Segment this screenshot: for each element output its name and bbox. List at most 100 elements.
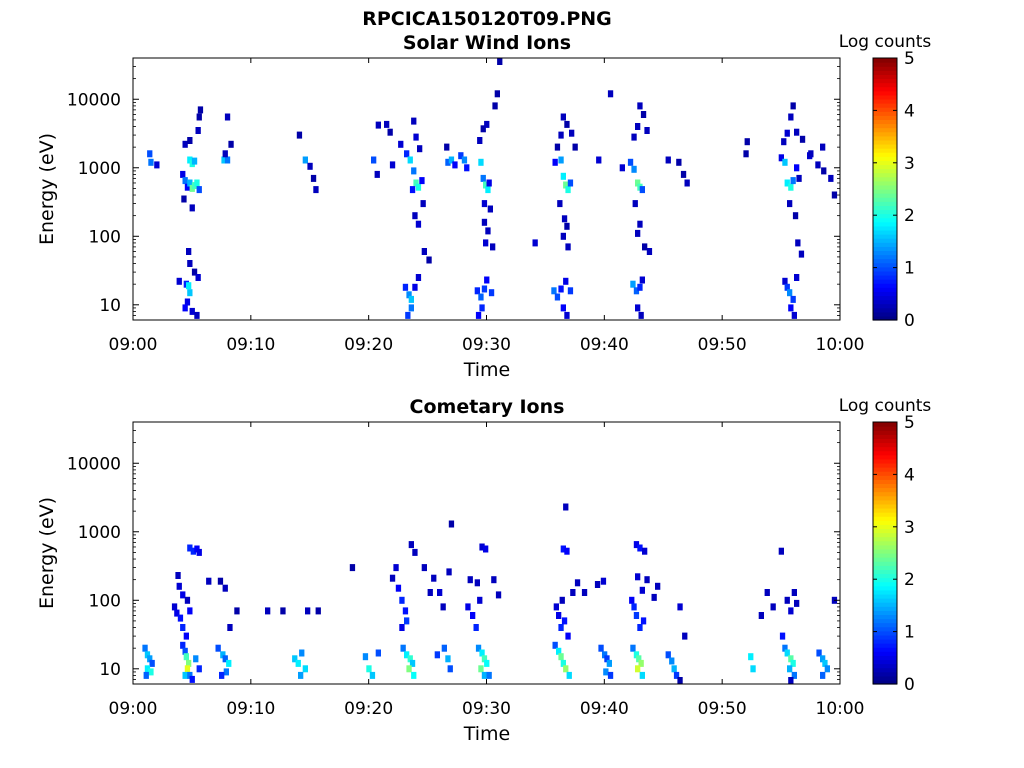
heatmap-cell [426,256,432,264]
heatmap-cell [196,548,202,556]
heatmap-cell [415,183,422,191]
heatmap-cells [142,503,838,684]
heatmap-cell [313,186,319,194]
heatmap-cell [434,651,440,659]
heatmap-cell [310,174,317,182]
colorbar-segment [873,610,897,615]
heatmap-cell [479,649,485,657]
heatmap-cell [564,547,570,555]
colorbar-segment [873,630,897,636]
heatmap-cell [224,156,231,164]
colorbar-frame [872,421,898,685]
heatmap-cell [222,584,228,592]
heatmap-cell [558,131,564,139]
heatmap-cell [633,612,640,619]
x-tick-label: 09:30 [462,335,511,355]
colorbar-segment [873,467,897,472]
colorbar-segment [873,487,897,493]
colorbar-segment [873,434,897,439]
colorbar-segment [873,119,897,125]
heatmap-cell [404,617,410,625]
heatmap-cell [665,651,671,659]
heatmap-cell [226,659,232,667]
heatmap-cell [478,665,484,673]
heatmap-cell [798,250,805,258]
colorbar-segment [873,135,897,141]
colorbar-segment [873,172,897,178]
heatmap-cell [465,603,471,611]
heatmap-cell [629,596,635,604]
y-tick-label: 10000 [67,90,121,110]
colorbar-segment [873,176,897,182]
x-tick-label: 09:40 [580,699,629,719]
heatmap-cell [560,172,566,180]
heatmap-cell [171,603,178,611]
colorbar-segment [873,442,897,448]
colorbar-segment [873,131,897,137]
heatmap-cell [187,671,193,679]
heatmap-cell [265,607,271,615]
colorbar-segment [873,512,897,517]
heatmap-cell [195,274,201,281]
colorbar-segment [873,422,897,427]
heatmap-cell [552,158,558,166]
heatmap-cell [473,624,479,631]
heatmap-cell [492,102,498,110]
heatmap-cell [485,227,491,235]
colorbar-segment [873,618,897,624]
colorbar-segment [873,426,897,431]
heatmap-cell [779,632,786,640]
heatmap-cell [671,665,677,673]
colorbar-segment [873,266,897,272]
heatmap-cell [824,665,830,673]
colorbar-segment [873,643,897,648]
x-tick-label: 09:30 [462,699,511,719]
heatmap-cell [349,564,356,572]
heatmap-cell [475,644,482,652]
cometary-ions-panel: Cometary Ions 09:00 09:10 09:20 09:30 09:40 0… [36,396,931,745]
heatmap-cell [677,677,683,684]
colorbar-segment [873,462,897,468]
heatmap-cell [302,665,308,673]
colorbar-segment [873,675,897,681]
heatmap-cell [222,150,228,158]
colorbar-segment [873,557,897,562]
heatmap-cell [184,298,191,306]
colorbar-segment [873,663,897,669]
colorbar-tick-label: 3 [904,518,915,538]
heatmap-cell [407,156,413,164]
heatmap-cell [639,586,645,594]
heatmap-cell [646,248,653,255]
heatmap-cell [565,632,571,640]
colorbar-segment [873,507,897,513]
heatmap-cell [791,589,797,596]
colorbar-tick-label: 4 [904,465,915,485]
heatmap-cells [147,58,838,319]
heatmap-cell [406,291,412,299]
heatmap-cell [497,58,503,65]
heatmap-cell [820,671,826,679]
heatmap-cell [406,665,412,673]
heatmap-cell [808,150,814,158]
x-tick-label: 09:00 [109,335,158,355]
heatmap-cell [564,222,570,230]
heatmap-cell [461,156,468,164]
heatmap-cell [184,596,191,604]
heatmap-cell [481,285,488,293]
colorbar-segment [873,213,897,219]
colorbar-segment [873,438,897,444]
heatmap-cell [639,671,645,679]
colorbar-segment [873,254,897,260]
heatmap-cell [187,544,193,552]
heatmap-cell [187,289,193,297]
y-axis-label: Energy (eV) [36,497,58,609]
heatmap-cell [574,579,581,587]
heatmap-cell [191,268,198,276]
heatmap-cell [412,548,418,556]
heatmap-cell [387,128,393,136]
heatmap-cell [413,133,419,141]
heatmap-cell [407,655,413,663]
heatmap-cell [758,612,764,619]
heatmap-cell [305,607,311,615]
heatmap-cell [794,274,800,281]
